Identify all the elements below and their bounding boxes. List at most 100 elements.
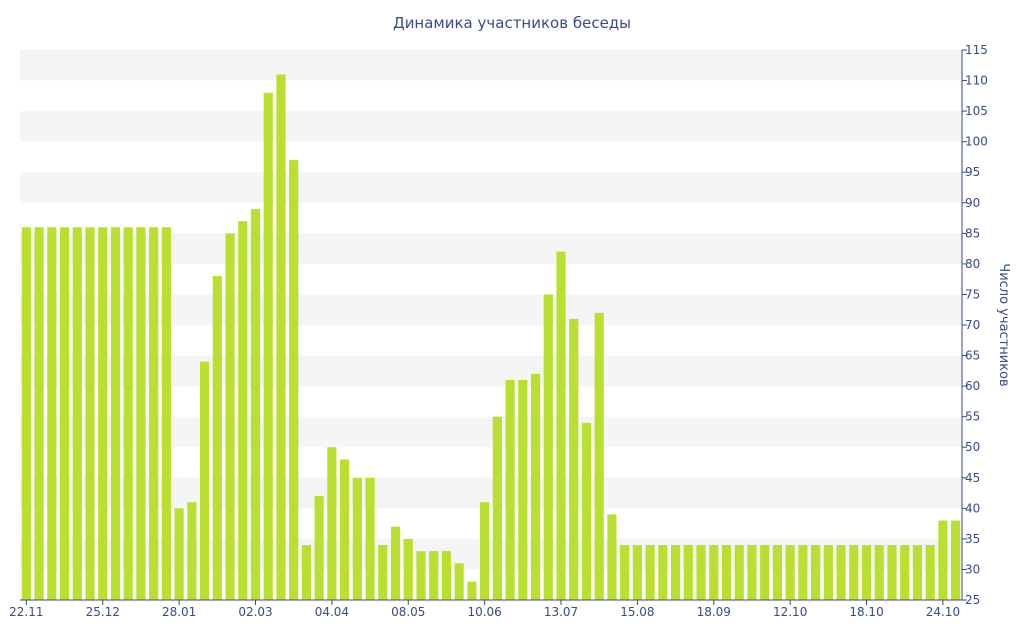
y-tick-label: 95 [965,165,980,179]
x-tick-label: 18.09 [697,605,731,619]
bar [390,526,401,600]
bar [709,545,719,600]
y-tick-label: 45 [965,471,980,485]
bar [429,551,439,600]
x-tick-label: 13.07 [544,605,578,619]
bar [454,563,464,600]
y-tick-label: 90 [965,196,980,210]
bar [760,545,770,600]
bar [721,545,732,600]
bar [85,227,95,600]
bar [301,545,312,600]
grid-band [20,172,962,203]
y-tick-label: 85 [965,226,980,240]
bar [938,520,948,600]
bar [136,227,146,600]
bar [785,545,795,600]
bar [518,380,528,600]
bar [263,92,273,601]
x-tick-label: 12.10 [773,605,807,619]
y-tick-label: 80 [965,257,980,271]
bar [314,496,324,600]
x-tick-label: 02.03 [238,605,272,619]
bar [480,502,490,600]
y-tick-label: 55 [965,410,980,424]
x-tick-label: 18.10 [849,605,883,619]
bar [123,227,133,600]
bar [416,551,426,600]
bar [569,318,579,600]
grid-band [20,111,962,142]
bar [951,520,961,600]
y-tick-label: 60 [965,379,980,393]
y-tick-label: 100 [965,135,988,149]
grid-band [20,294,962,325]
bar [811,545,821,600]
bar [149,227,159,600]
bar [849,545,859,600]
bar [620,545,630,600]
bar [798,545,808,600]
x-tick-label: 28.01 [162,605,196,619]
bar [925,545,935,600]
y-tick-label: 50 [965,440,980,454]
bar [21,227,31,600]
bar [556,251,566,600]
grid-band [20,538,962,570]
bar [467,581,477,600]
x-tick-label: 15.08 [620,605,654,619]
bar [441,551,452,600]
bar [340,459,350,600]
bar [365,477,375,600]
bar [887,545,897,600]
bar [607,514,617,600]
bar [747,545,757,600]
grid-band [20,416,962,448]
bar [110,227,121,600]
bar [161,227,171,600]
bar [581,422,592,600]
y-tick-label: 65 [965,349,980,363]
y-tick-label: 105 [965,104,988,118]
bar [352,477,362,600]
bar [900,545,910,600]
x-tick-label: 04.04 [315,605,349,619]
bar [225,233,235,601]
bar [212,276,222,600]
bar [276,74,286,600]
bar [861,545,872,600]
bar [403,538,413,600]
grid-band [20,477,962,509]
bar [874,545,884,600]
bar [174,508,184,600]
chart-title: Динамика участников беседы [393,14,631,32]
bar [72,227,82,600]
x-tick-label: 24.10 [926,605,960,619]
axes: 25 30 35 40 45 50 55 60 65 70 75 80 85 90 95 100 105 110 1… [9,43,988,619]
bar [187,502,197,600]
bar [98,227,108,600]
bar [670,545,681,600]
grid-band [20,355,962,387]
y-tick-label: 25 [965,593,980,607]
x-tick-label: 10.06 [467,605,501,619]
bar [530,373,541,600]
bar [594,312,604,600]
y-tick-label: 75 [965,287,980,301]
grid-band [20,233,962,264]
x-tick-label: 08.05 [391,605,425,619]
bar [772,545,783,600]
bar [658,545,668,600]
bar [250,208,261,600]
grid-bands [20,50,962,570]
bar [912,545,923,600]
x-tick-label: 25.12 [86,605,120,619]
y-tick-label: 115 [965,43,988,57]
bar [632,545,642,600]
bar [823,545,833,600]
bar [378,545,388,600]
bar [199,361,210,600]
bar [47,227,57,600]
